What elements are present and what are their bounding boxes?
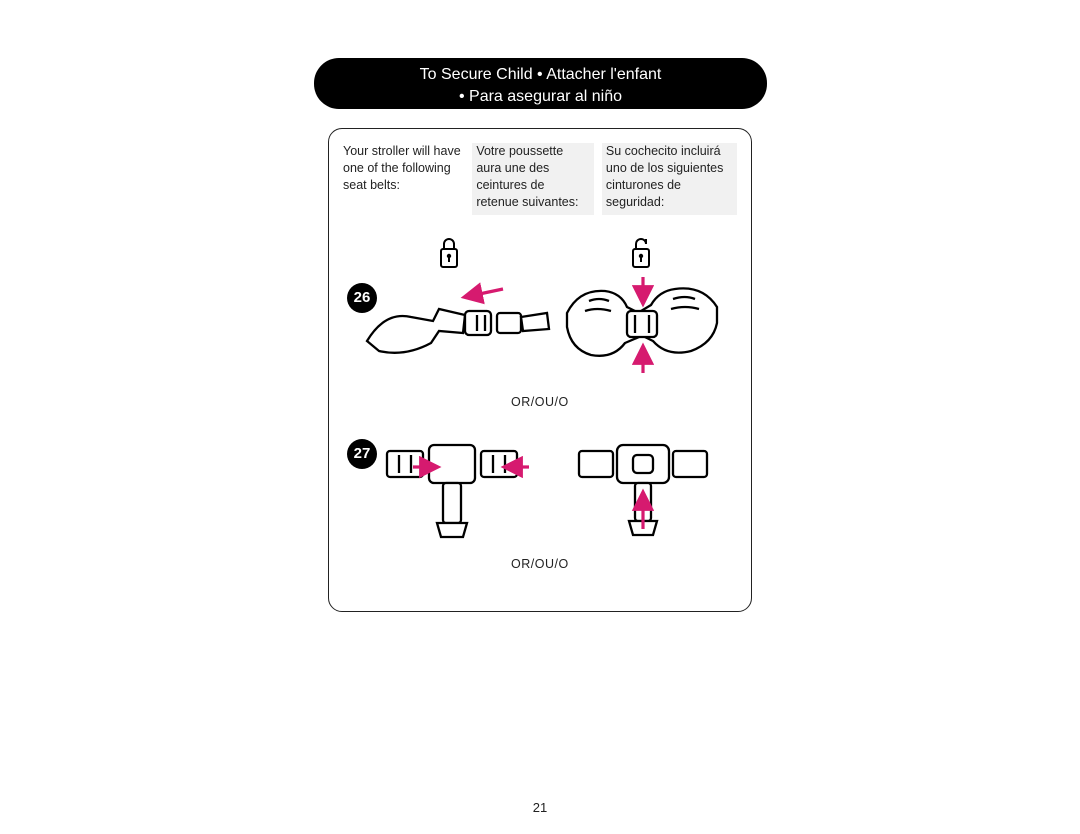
intro-spanish: Su cochecito incluirá uno de los siguien… (602, 143, 737, 215)
lock-open-icon (633, 239, 649, 267)
or-label-1: OR/OU/O (511, 395, 569, 409)
header-line-1: To Secure Child • Attacher l'enfant (314, 64, 767, 86)
content-panel: Your stroller will have one of the follo… (328, 128, 752, 612)
intro-french: Votre poussette aura une des ceintures d… (472, 143, 594, 215)
or-label-2: OR/OU/O (511, 557, 569, 571)
lock-closed-icon (441, 239, 457, 267)
section-header: To Secure Child • Attacher l'enfant • Pa… (314, 58, 767, 109)
intro-english: Your stroller will have one of the follo… (343, 143, 464, 215)
header-line-2: • Para asegurar al niño (314, 86, 767, 108)
arrow-close (465, 289, 503, 297)
intro-columns: Your stroller will have one of the follo… (343, 143, 737, 215)
buckle-close-illustration (367, 309, 549, 353)
diagram-area: 26 27 (343, 227, 737, 617)
three-point-buckle-close (387, 445, 517, 537)
page-number: 21 (0, 800, 1080, 815)
